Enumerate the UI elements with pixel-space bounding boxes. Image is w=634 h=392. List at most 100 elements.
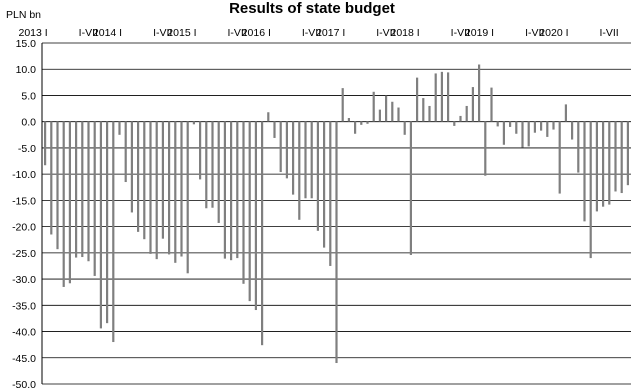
bar — [161, 121, 164, 239]
bar — [620, 121, 623, 194]
bar — [527, 121, 530, 147]
bar — [68, 121, 71, 284]
bar — [292, 121, 295, 195]
x-tick-label: I-VII — [227, 27, 246, 39]
bar — [62, 121, 65, 287]
bar — [199, 121, 202, 180]
bar — [602, 121, 605, 207]
y-tick-label: -25.0 — [12, 248, 36, 260]
bar — [595, 121, 598, 212]
bar — [434, 73, 437, 122]
y-tick-label: -5.0 — [18, 143, 36, 155]
x-tick-label: 2014 I — [93, 27, 122, 39]
y-tick-label: -50.0 — [12, 379, 36, 391]
bar — [316, 121, 319, 231]
bar — [347, 118, 350, 122]
bar — [329, 121, 332, 266]
bar — [180, 121, 183, 257]
x-tick-label: 2020 I — [539, 27, 568, 39]
bar — [298, 121, 301, 220]
bar — [378, 109, 381, 122]
bar — [56, 121, 59, 250]
y-tick-label: -30.0 — [12, 274, 36, 286]
bar — [112, 121, 115, 343]
bar — [106, 121, 109, 324]
y-tick-label: -40.0 — [12, 327, 36, 339]
bar — [577, 121, 580, 173]
bar — [552, 121, 555, 130]
bar — [509, 121, 512, 127]
x-tick-label: 2016 I — [242, 27, 271, 39]
bar — [285, 121, 288, 179]
bar — [608, 121, 611, 205]
bar — [124, 121, 127, 183]
bar — [211, 121, 214, 208]
bar — [192, 121, 195, 125]
bar — [248, 121, 251, 302]
bar — [391, 101, 394, 122]
bar — [75, 121, 78, 258]
bar — [521, 121, 524, 148]
bar — [50, 121, 53, 235]
bar — [558, 121, 561, 194]
bars — [44, 64, 629, 364]
bar — [533, 121, 536, 133]
bar — [310, 121, 313, 199]
chart-title: Results of state budget — [229, 0, 395, 17]
bar — [626, 121, 629, 186]
x-tick-label: 2019 I — [465, 27, 494, 39]
bar — [217, 121, 220, 223]
bar — [571, 121, 574, 140]
bar — [403, 121, 406, 135]
bar — [168, 121, 171, 255]
bar — [155, 121, 158, 260]
bar — [478, 64, 481, 122]
bar — [465, 105, 468, 122]
bar — [447, 72, 450, 122]
bar — [440, 71, 443, 122]
y-axis-tick-labels: 15.0 10.0 5.0 0.0 -5.0 -10.0 -15.0 -20.0 -25.0 -3… — [12, 38, 36, 391]
bar — [540, 121, 543, 131]
bar — [223, 121, 226, 259]
bar — [496, 121, 499, 127]
bar — [385, 95, 388, 122]
bar — [614, 121, 617, 192]
bar — [564, 104, 567, 122]
bar — [416, 77, 419, 122]
bar — [174, 121, 177, 263]
bar — [422, 98, 425, 122]
x-tick-label: I-VII — [599, 27, 618, 39]
bar — [236, 121, 239, 259]
bar — [118, 121, 121, 135]
x-tick-label: 2018 I — [390, 27, 419, 39]
x-tick-label: I-VII — [525, 27, 544, 39]
bar — [261, 121, 264, 346]
y-tick-label: -10.0 — [12, 169, 36, 181]
bar — [149, 121, 152, 254]
x-tick-label: I-VII — [79, 27, 98, 39]
x-tick-label: I-VII — [153, 27, 172, 39]
bar — [279, 121, 282, 173]
bar — [409, 121, 412, 255]
bar — [99, 121, 102, 329]
bar — [546, 121, 549, 137]
y-tick-label: 0.0 — [21, 117, 36, 129]
y-tick-label: 10.0 — [16, 64, 37, 76]
bar — [93, 121, 96, 276]
bar — [304, 121, 307, 199]
bar — [341, 88, 344, 122]
bar — [471, 87, 474, 122]
bar — [143, 121, 146, 240]
bar — [490, 87, 493, 122]
bar — [230, 121, 233, 261]
y-tick-label: 15.0 — [16, 38, 37, 50]
bar — [44, 121, 47, 166]
bar — [372, 91, 375, 122]
y-tick-label: 5.0 — [21, 90, 36, 102]
bar — [137, 121, 140, 232]
bar — [186, 121, 189, 274]
bar — [502, 121, 505, 145]
bar — [515, 121, 518, 134]
bar — [459, 115, 462, 122]
